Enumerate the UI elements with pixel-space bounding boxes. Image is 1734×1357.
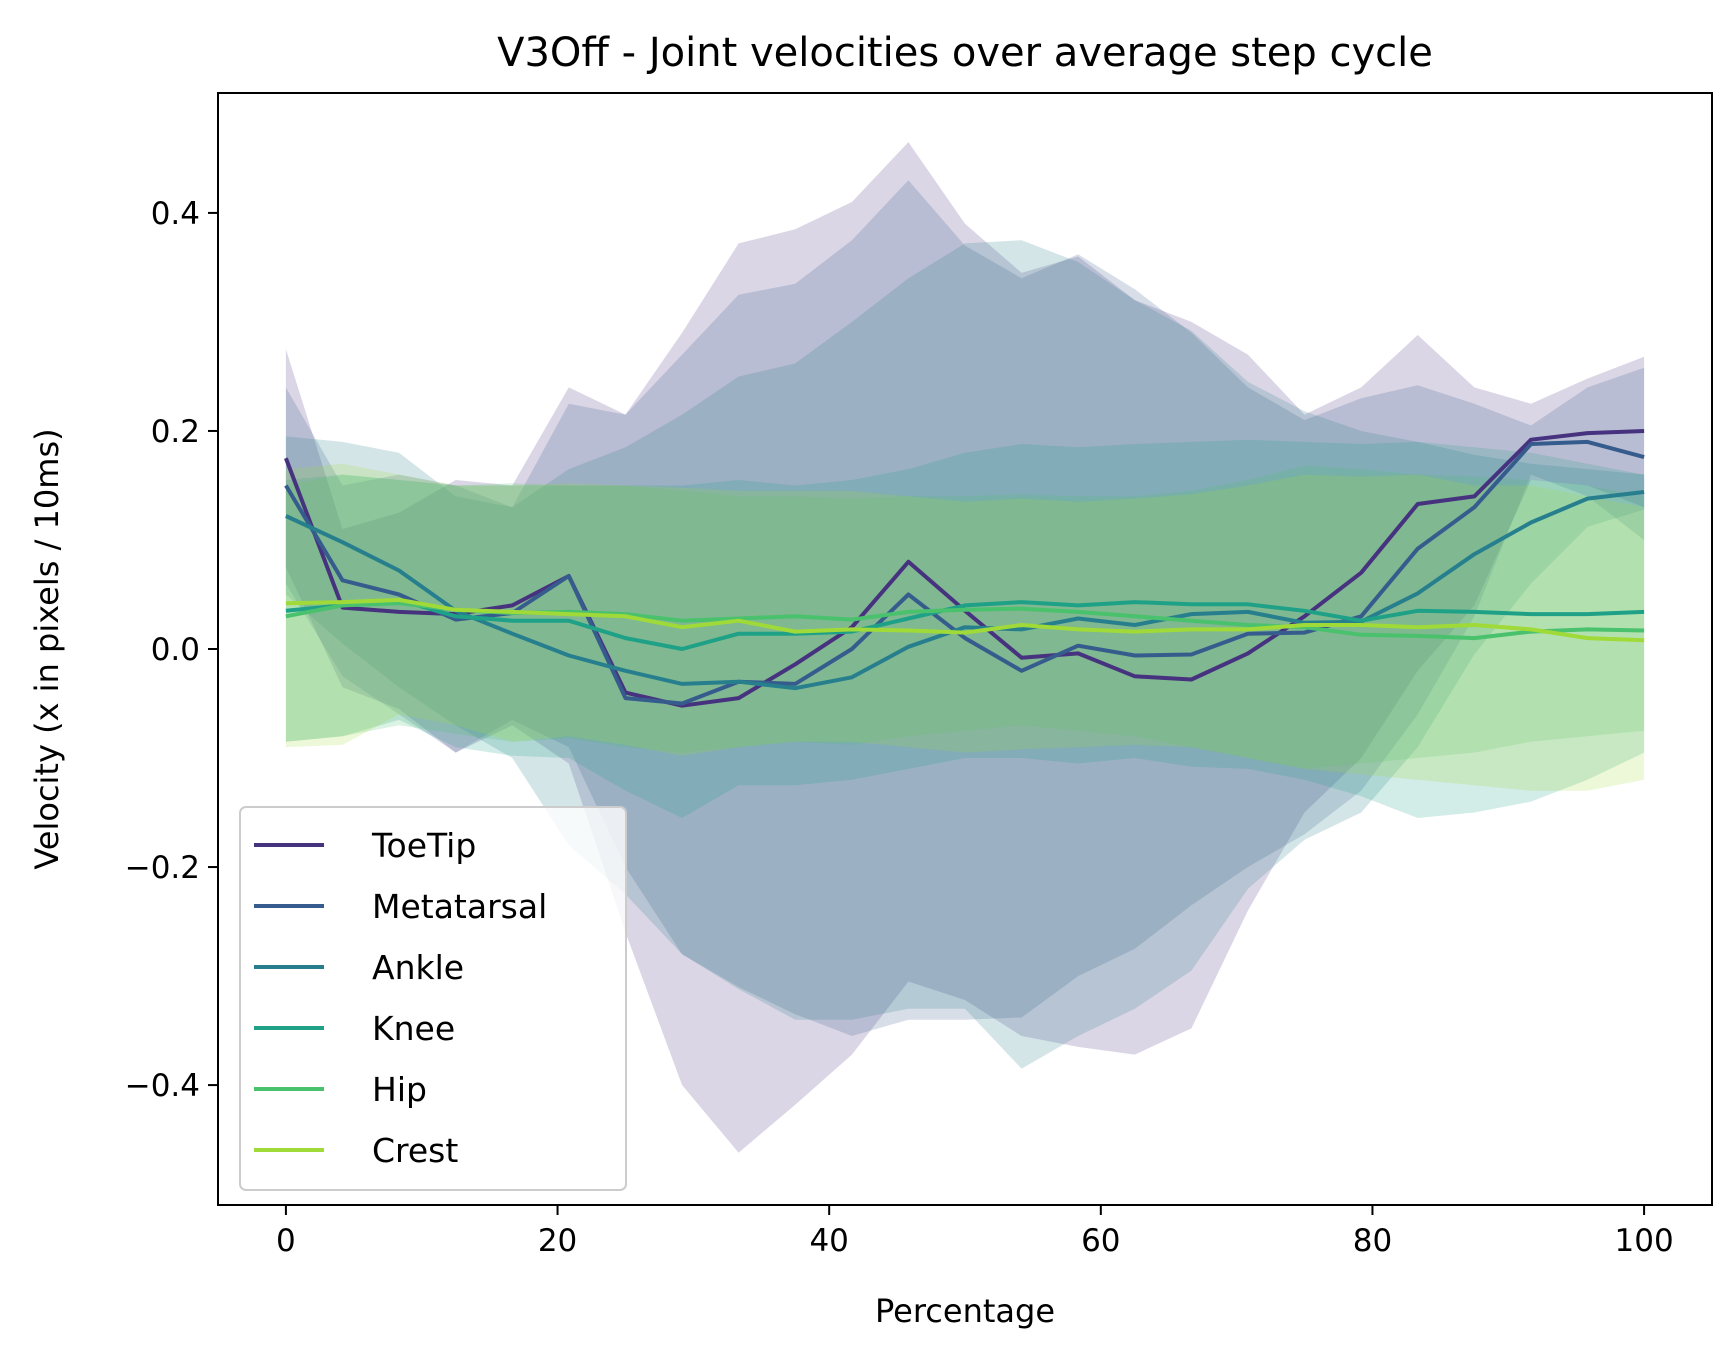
x-axis-label: Percentage — [875, 1292, 1055, 1330]
y-tick-label: 0.0 — [151, 632, 200, 668]
x-tick-label: 100 — [1615, 1223, 1674, 1259]
x-tick-label: 80 — [1353, 1223, 1392, 1259]
x-tick-label: 20 — [538, 1223, 577, 1259]
legend-box — [239, 806, 627, 1191]
y-tick-label: −0.4 — [125, 1068, 200, 1104]
line-knee — [285, 597, 1645, 651]
legend-label-metatarsal: Metatarsal — [372, 887, 547, 926]
x-tick-label: 0 — [276, 1223, 296, 1259]
legend-label-knee: Knee — [372, 1009, 455, 1048]
y-tick-label: 0.4 — [151, 196, 200, 232]
legend-label-toetip: ToeTip — [371, 826, 476, 865]
chart-title: V3Off - Joint velocities over average st… — [497, 30, 1433, 76]
legend-label-crest: Crest — [372, 1131, 458, 1170]
legend-label-ankle: Ankle — [372, 948, 464, 987]
y-tick-label: 0.2 — [151, 414, 200, 450]
legend-label-hip: Hip — [372, 1070, 427, 1109]
x-tick-label: 60 — [1081, 1223, 1120, 1259]
y-axis-label: Velocity (x in pixels / 10ms) — [28, 428, 66, 869]
line-ankle — [285, 490, 1645, 691]
y-tick-label: −0.2 — [125, 850, 200, 886]
axis-ticks: 0 20 40 60 80 100 −0.4 −0.2 0.0 0.2 0.4 — [125, 196, 1674, 1259]
legend: ToeTip Metatarsal Ankle Knee Hip Crest — [239, 806, 627, 1191]
x-tick-label: 40 — [809, 1223, 848, 1259]
series-lines — [284, 429, 1645, 708]
line-crest — [285, 597, 1645, 643]
